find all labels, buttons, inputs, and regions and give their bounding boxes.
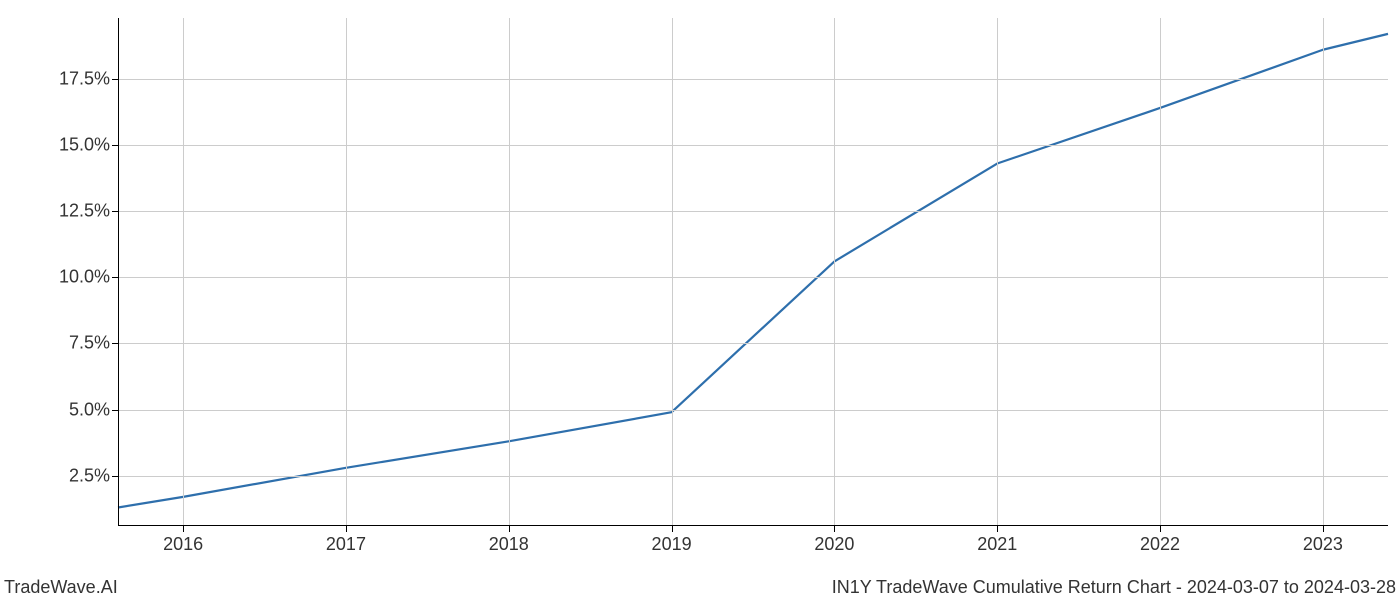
y-tick-label: 17.5% xyxy=(59,68,110,89)
chart-container: 2.5% 5.0% 7.5% 10.0% 12.5% 15.0% 17.5% 2016 2017… xyxy=(0,0,1400,600)
x-tick-label: 2022 xyxy=(1140,534,1180,555)
grid-line-v xyxy=(1160,18,1161,526)
plot-area: 2.5%5.0%7.5%10.0%12.5%15.0%17.5%20162017… xyxy=(118,18,1388,526)
grid-line-h xyxy=(118,410,1388,411)
grid-line-h xyxy=(118,343,1388,344)
grid-line-v xyxy=(1323,18,1324,526)
x-tick-label: 2020 xyxy=(814,534,854,555)
x-tick-label: 2019 xyxy=(652,534,692,555)
y-tick-label: 12.5% xyxy=(59,201,110,222)
x-tick-mark xyxy=(834,526,835,532)
grid-line-h xyxy=(118,277,1388,278)
x-tick-mark xyxy=(997,526,998,532)
grid-line-v xyxy=(997,18,998,526)
line-chart-svg xyxy=(118,18,1388,526)
y-tick-label: 7.5% xyxy=(69,333,110,354)
y-tick-label: 5.0% xyxy=(69,399,110,420)
x-tick-mark xyxy=(183,526,184,532)
series-line xyxy=(118,34,1388,508)
x-tick-mark xyxy=(672,526,673,532)
grid-line-h xyxy=(118,211,1388,212)
grid-line-h xyxy=(118,79,1388,80)
grid-line-v xyxy=(346,18,347,526)
x-tick-label: 2023 xyxy=(1303,534,1343,555)
y-axis-line xyxy=(118,18,119,526)
x-tick-mark xyxy=(509,526,510,532)
grid-line-v xyxy=(509,18,510,526)
y-tick-label: 2.5% xyxy=(69,465,110,486)
x-tick-label: 2017 xyxy=(326,534,366,555)
footer-right-text: IN1Y TradeWave Cumulative Return Chart -… xyxy=(832,577,1396,598)
y-tick-label: 15.0% xyxy=(59,135,110,156)
footer-left-text: TradeWave.AI xyxy=(4,577,118,598)
x-tick-mark xyxy=(346,526,347,532)
grid-line-h xyxy=(118,476,1388,477)
grid-line-v xyxy=(183,18,184,526)
x-tick-mark xyxy=(1323,526,1324,532)
x-tick-label: 2021 xyxy=(977,534,1017,555)
x-axis-line xyxy=(118,525,1388,526)
y-tick-label: 10.0% xyxy=(59,267,110,288)
grid-line-v xyxy=(672,18,673,526)
x-tick-label: 2016 xyxy=(163,534,203,555)
grid-line-v xyxy=(834,18,835,526)
x-tick-label: 2018 xyxy=(489,534,529,555)
grid-line-h xyxy=(118,145,1388,146)
x-tick-mark xyxy=(1160,526,1161,532)
